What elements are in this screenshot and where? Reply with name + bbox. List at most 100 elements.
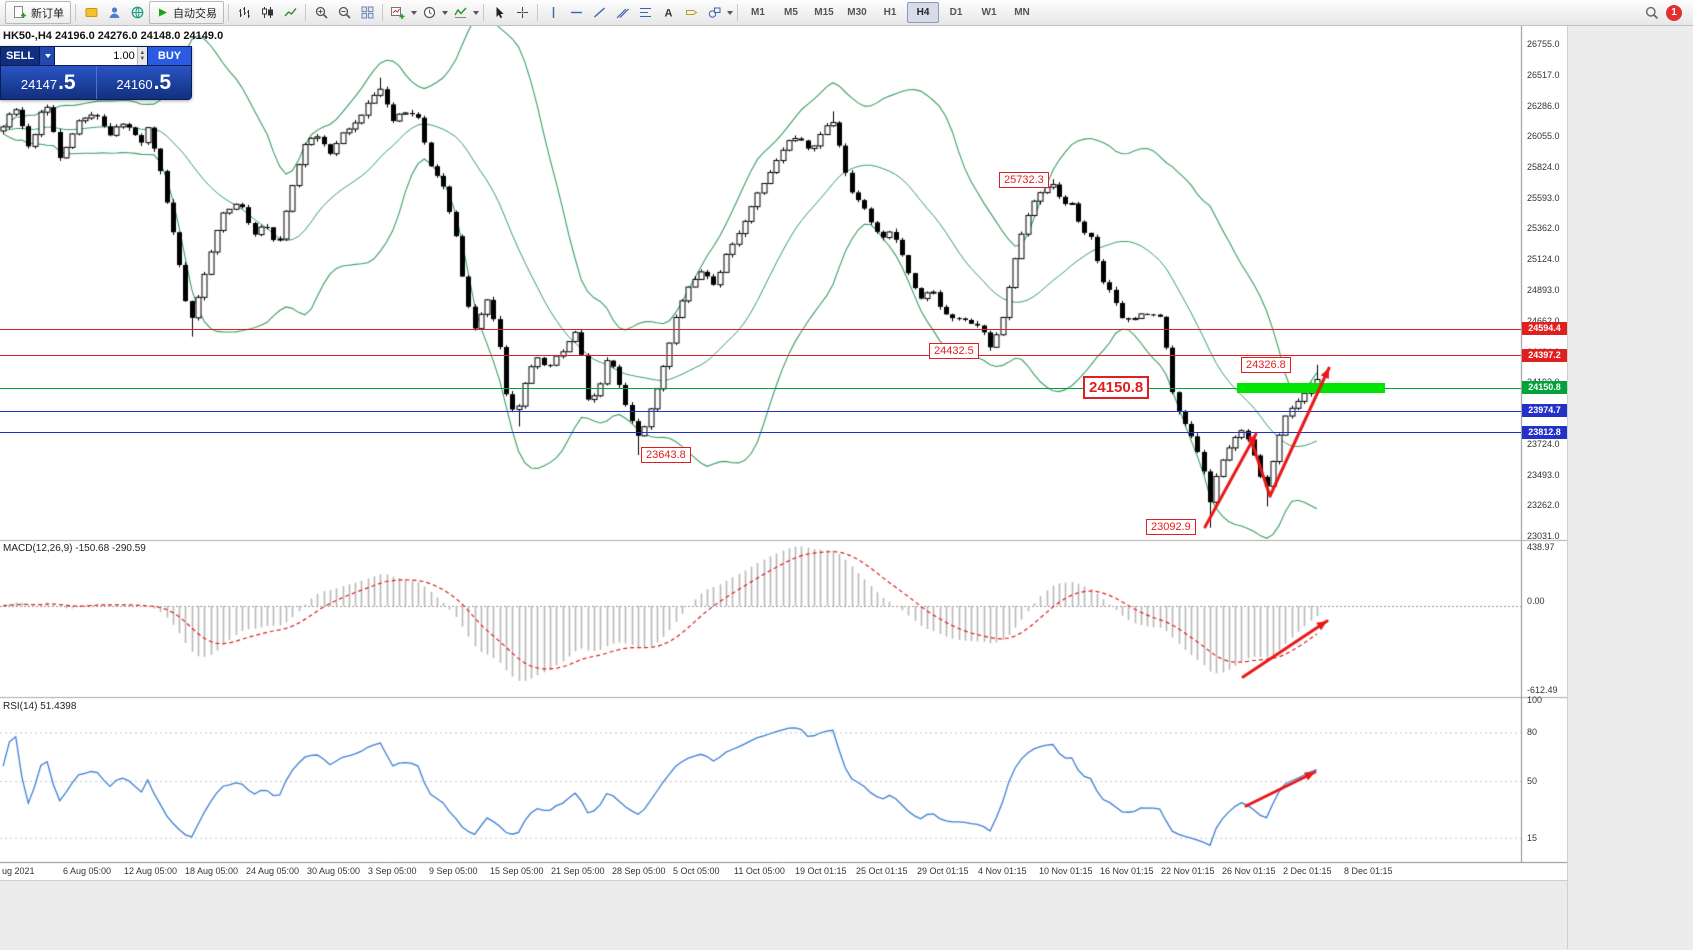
time-axis-label: 28 Sep 05:00 — [612, 866, 666, 876]
dropdown-caret-icon[interactable] — [411, 10, 417, 15]
fibonacci-icon[interactable] — [634, 2, 656, 24]
toolbar: 新订单 自动交易 A — [0, 0, 1693, 26]
rsi-scale-100: 100 — [1527, 695, 1543, 705]
horizontal-level-line-23974.7[interactable] — [0, 410, 1521, 412]
ohlc-values: 24196.0 24276.0 24148.0 24149.0 — [54, 30, 224, 42]
dropdown-caret-icon[interactable] — [442, 10, 448, 15]
trendline-icon[interactable] — [588, 2, 610, 24]
macd-scale-top: 438.97 — [1527, 542, 1555, 552]
price-axis-label: 23493.0 — [1527, 469, 1560, 480]
time-axis-label: 12 Aug 05:00 — [124, 866, 178, 876]
horizontal-level-line-24397.2[interactable] — [0, 355, 1521, 356]
price-tag-23812.8: 23812.8 — [1522, 425, 1567, 439]
time-axis-label: 21 Sep 05:00 — [551, 866, 605, 876]
right-empty-panel — [1567, 26, 1693, 949]
rsi-scale-15: 15 — [1527, 833, 1538, 843]
time-axis-label: ug 2021 — [2, 866, 35, 876]
new-order-label: 新订单 — [31, 7, 64, 20]
cursor-icon[interactable] — [488, 2, 510, 24]
horizontal-level-line-23812.8[interactable] — [0, 432, 1521, 434]
tile-windows-icon[interactable] — [356, 2, 378, 24]
bar-chart-icon[interactable] — [233, 2, 255, 24]
price-tag-24594.4: 24594.4 — [1522, 322, 1567, 336]
time-axis-label: 2 Dec 01:15 — [1283, 866, 1332, 876]
shapes-icon[interactable] — [703, 2, 725, 24]
volume-input[interactable] — [55, 47, 137, 65]
community-icon[interactable] — [103, 2, 125, 24]
price-tag-24150.8: 24150.8 — [1522, 381, 1567, 395]
text-icon[interactable]: A — [657, 2, 679, 24]
zoom-out-icon[interactable] — [333, 2, 355, 24]
horizontal-line-icon[interactable] — [565, 2, 587, 24]
label-icon[interactable] — [680, 2, 702, 24]
tf-button-w1[interactable]: W1 — [981, 7, 997, 18]
channel-icon[interactable] — [611, 2, 633, 24]
tf-button-m30[interactable]: M30 — [847, 7, 867, 18]
vertical-line-icon[interactable] — [542, 2, 564, 24]
symbol-name: HK50-,H4 — [3, 30, 52, 42]
auto-trading-icon — [156, 6, 169, 19]
time-axis-label: 11 Oct 05:00 — [734, 866, 785, 876]
time-axis-label: 19 Oct 01:15 — [795, 866, 847, 876]
price-callout-24432.5[interactable]: 24432.5 — [929, 343, 979, 359]
buy-button[interactable]: BUY — [148, 46, 192, 66]
sell-button[interactable]: SELL — [0, 46, 40, 66]
price-axis-label: 26517.0 — [1527, 70, 1560, 81]
volume-stepper[interactable]: ▲ ▼ — [136, 47, 147, 65]
market-icon[interactable] — [80, 2, 102, 24]
time-axis-label: 25 Oct 01:15 — [856, 866, 908, 876]
macd-label: MACD(12,26,9) -150.68 -290.59 — [3, 543, 146, 554]
price-callout-24326.8[interactable]: 24326.8 — [1241, 357, 1291, 373]
buy-price[interactable]: 24160 .5 — [116, 71, 172, 94]
toolbar-separator — [737, 4, 738, 21]
price-callout-23643.8[interactable]: 23643.8 — [641, 447, 691, 463]
candlestick-icon[interactable] — [256, 2, 278, 24]
rsi-scale-50: 50 — [1527, 776, 1538, 786]
auto-trading-button[interactable]: 自动交易 — [149, 1, 224, 24]
notification-badge[interactable]: 1 — [1666, 4, 1682, 21]
time-axis-label: 10 Nov 01:15 — [1039, 866, 1093, 876]
timeframe-group: M1 M5 M15 M30 H1 H4 D1 W1 MN — [742, 2, 1038, 23]
time-axis-label: 8 Dec 01:15 — [1344, 866, 1393, 876]
price-callout-24150.8[interactable]: 24150.8 — [1083, 376, 1150, 399]
price-callout-23092.9[interactable]: 23092.9 — [1146, 519, 1196, 535]
volume-box: ▲▼ — [55, 46, 148, 66]
dropdown-caret-icon[interactable] — [727, 10, 733, 15]
tf-button-m1[interactable]: M1 — [751, 7, 765, 18]
period-icon[interactable] — [418, 2, 440, 24]
tf-button-d1[interactable]: D1 — [949, 7, 963, 18]
tf-button-m15[interactable]: M15 — [814, 7, 834, 18]
time-axis-label: 26 Nov 01:15 — [1222, 866, 1276, 876]
new-order-button[interactable]: 新订单 — [5, 1, 71, 24]
step-down-icon: ▼ — [139, 56, 146, 62]
tf-button-h4[interactable]: H4 — [907, 2, 939, 23]
dropdown-caret-icon[interactable] — [473, 10, 479, 15]
macd-scale-zero: 0.00 — [1527, 596, 1545, 606]
price-tag-24397.2: 24397.2 — [1522, 348, 1567, 362]
price-callout-25732.3[interactable]: 25732.3 — [999, 172, 1049, 188]
time-axis-label: 4 Nov 01:15 — [978, 866, 1027, 876]
line-chart-icon[interactable] — [279, 2, 301, 24]
price-axis-label: 24893.0 — [1527, 285, 1560, 295]
toolbar-separator — [305, 4, 306, 21]
time-axis-label: 5 Oct 05:00 — [673, 866, 720, 876]
volume-preset-dropdown[interactable] — [40, 46, 55, 66]
indicators-icon[interactable] — [449, 2, 471, 24]
highlight-zone[interactable] — [1237, 383, 1385, 393]
tf-button-mn[interactable]: MN — [1014, 7, 1030, 18]
zoom-in-icon[interactable] — [310, 2, 332, 24]
price-axis-label: 25124.0 — [1527, 254, 1560, 265]
price-axis-label: 23724.0 — [1527, 439, 1560, 450]
trade-panel-controls: SELL ▲▼ BUY — [0, 46, 192, 66]
signals-icon[interactable] — [126, 2, 148, 24]
new-chart-icon[interactable] — [387, 2, 409, 24]
crosshair-icon[interactable] — [511, 2, 533, 24]
macd-scale-bottom: -612.49 — [1527, 685, 1558, 695]
time-axis-label: 18 Aug 05:00 — [185, 866, 239, 876]
tf-button-h1[interactable]: H1 — [883, 7, 897, 18]
search-icon[interactable] — [1641, 2, 1663, 24]
tf-button-m5[interactable]: M5 — [784, 7, 798, 18]
sell-price[interactable]: 24147 .5 — [1, 66, 97, 99]
horizontal-level-line-24594.4[interactable] — [0, 328, 1521, 330]
